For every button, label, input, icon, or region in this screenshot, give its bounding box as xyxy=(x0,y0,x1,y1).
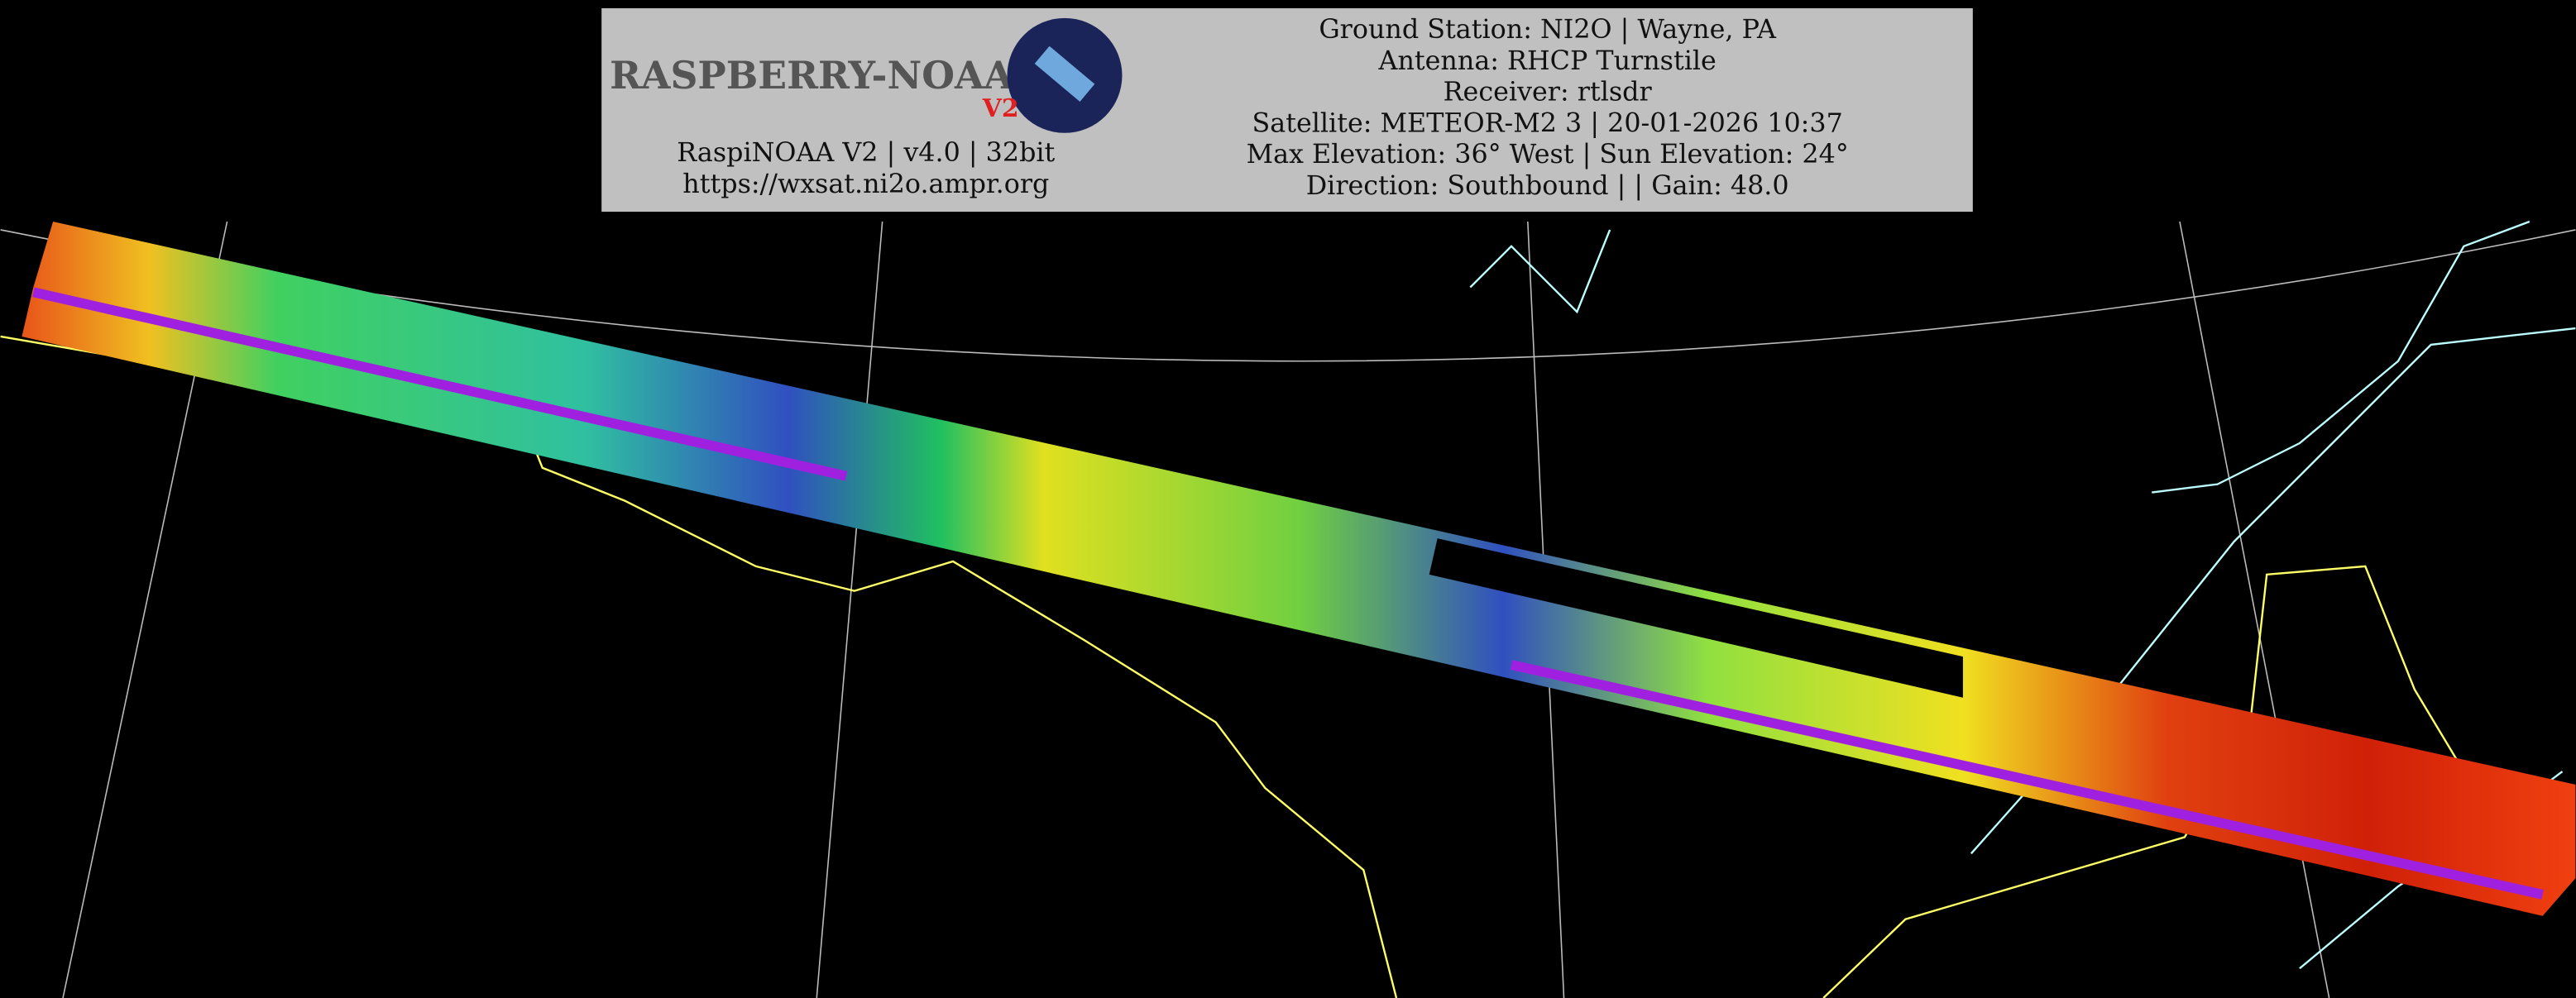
swath-gap xyxy=(1429,538,1963,698)
header-line: Receiver: rtlsdr xyxy=(1444,78,1653,107)
logo-satellite xyxy=(1034,45,1095,102)
header-line: Max Elevation: 36° West | Sun Elevation:… xyxy=(1247,140,1849,170)
header-line: Ground Station: NI2O | Wayne, PA xyxy=(1319,15,1777,45)
swath-stripe xyxy=(31,287,848,481)
swath-image xyxy=(22,222,2576,916)
header-box xyxy=(601,7,1973,212)
header-line: https://wxsat.ni2o.ampr.org xyxy=(682,170,1049,199)
swath xyxy=(22,222,2576,916)
header-line: Direction: Southbound | | Gain: 48.0 xyxy=(1306,171,1789,201)
logo-text: RASPBERRY-NOAA xyxy=(610,53,1013,98)
header: RASPBERRY-NOAA V2 RaspiNOAA V2 | v4.0 | … xyxy=(601,7,1973,212)
logo-badge: V2 xyxy=(982,94,1019,123)
header-line: Satellite: METEOR-M2 3 | 20-01-2026 10:3… xyxy=(1252,108,1843,138)
swath-stripe xyxy=(1510,660,2544,900)
header-line: Antenna: RHCP Turnstile xyxy=(1378,46,1717,76)
coastline xyxy=(0,220,2576,998)
header-line: RaspiNOAA V2 | v4.0 | 32bit xyxy=(677,138,1055,168)
